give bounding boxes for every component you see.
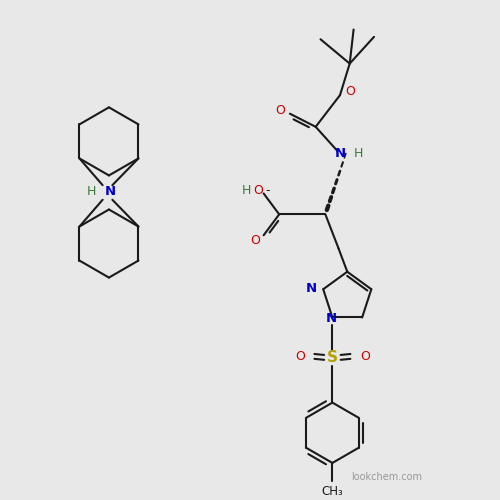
Text: S: S: [327, 350, 338, 365]
Text: O: O: [275, 104, 285, 117]
Text: N: N: [334, 147, 345, 160]
Text: CH₃: CH₃: [322, 484, 344, 498]
Text: N: N: [326, 312, 336, 325]
Text: N: N: [104, 185, 116, 198]
Text: O: O: [295, 350, 305, 363]
Text: O: O: [253, 184, 262, 196]
Text: O: O: [360, 350, 370, 363]
Text: O: O: [345, 86, 354, 98]
Text: H: H: [87, 185, 96, 198]
Text: N: N: [306, 282, 316, 294]
Text: -: -: [266, 184, 270, 196]
Text: H: H: [354, 147, 363, 160]
Text: O: O: [250, 234, 260, 246]
Text: H: H: [242, 184, 252, 196]
Text: lookchem.com: lookchem.com: [350, 472, 422, 482]
